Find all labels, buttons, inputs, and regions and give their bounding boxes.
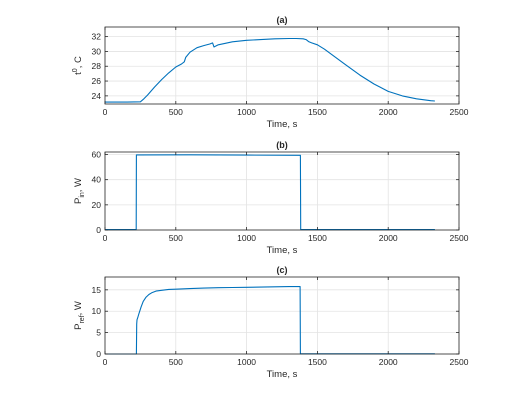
axes-frame [104,276,460,355]
subplot-title: (b) [276,140,288,150]
y-axis-label: Pin, W [73,178,86,204]
y-tick-label: 0 [96,349,101,359]
x-tick-label: 2000 [379,233,398,243]
y-tick-label: 5 [96,328,101,338]
y-tick-label: 10 [92,306,102,316]
y-tick-label: 26 [92,76,102,86]
x-tick-label: 500 [169,107,183,117]
y-tick-label: 28 [92,61,102,71]
x-tick-label: 1500 [308,233,327,243]
axes-frame [104,151,460,231]
x-tick-label: 0 [103,357,108,367]
y-tick-label: 32 [92,32,102,42]
x-tick-label: 1500 [308,107,327,117]
x-axis-label: Time, s [267,245,298,256]
y-tick-label: 20 [92,200,102,210]
x-tick-label: 2500 [450,107,469,117]
x-tick-label: 1000 [237,107,256,117]
x-tick-label: 0 [103,233,108,243]
axes-frame [104,26,460,105]
subplot-c: 0 500 1000 1500 2000 2500 0 5 10 15 (c) Time, s Pref… [73,265,469,380]
subplot-title: (a) [277,15,288,25]
x-tick-label: 500 [169,233,183,243]
y-tick-label: 60 [92,150,102,160]
y-tick-label: 30 [92,46,102,56]
x-tick-label: 1500 [308,357,327,367]
data-series-line [105,286,435,355]
x-tick-label: 0 [103,107,108,117]
x-tick-label: 1000 [237,233,256,243]
x-tick-label: 500 [169,357,183,367]
subplot-a: 0 500 1000 1500 2000 2500 24 26 28 30 32 (a) Time, s… [72,15,469,130]
y-tick-label: 40 [92,175,102,185]
x-tick-label: 2000 [379,357,398,367]
x-axis-label: Time, s [267,119,298,130]
subplot-title: (c) [277,265,288,275]
y-tick-label: 0 [96,225,101,235]
data-series-line [105,37,435,103]
x-tick-label: 2500 [450,357,469,367]
y-axis-label: t0, C [72,56,84,75]
x-tick-label: 2500 [450,233,469,243]
data-series-line [105,154,435,231]
x-axis-label: Time, s [267,369,298,380]
x-tick-label: 1000 [237,357,256,367]
y-axis-label: Pref, W [73,301,86,330]
y-tick-label: 15 [92,285,102,295]
subplot-b: 0 500 1000 1500 2000 2500 0 20 40 60 (b) Time, s Pin… [73,140,469,256]
y-tick-label: 24 [92,91,102,101]
x-tick-label: 2000 [379,107,398,117]
